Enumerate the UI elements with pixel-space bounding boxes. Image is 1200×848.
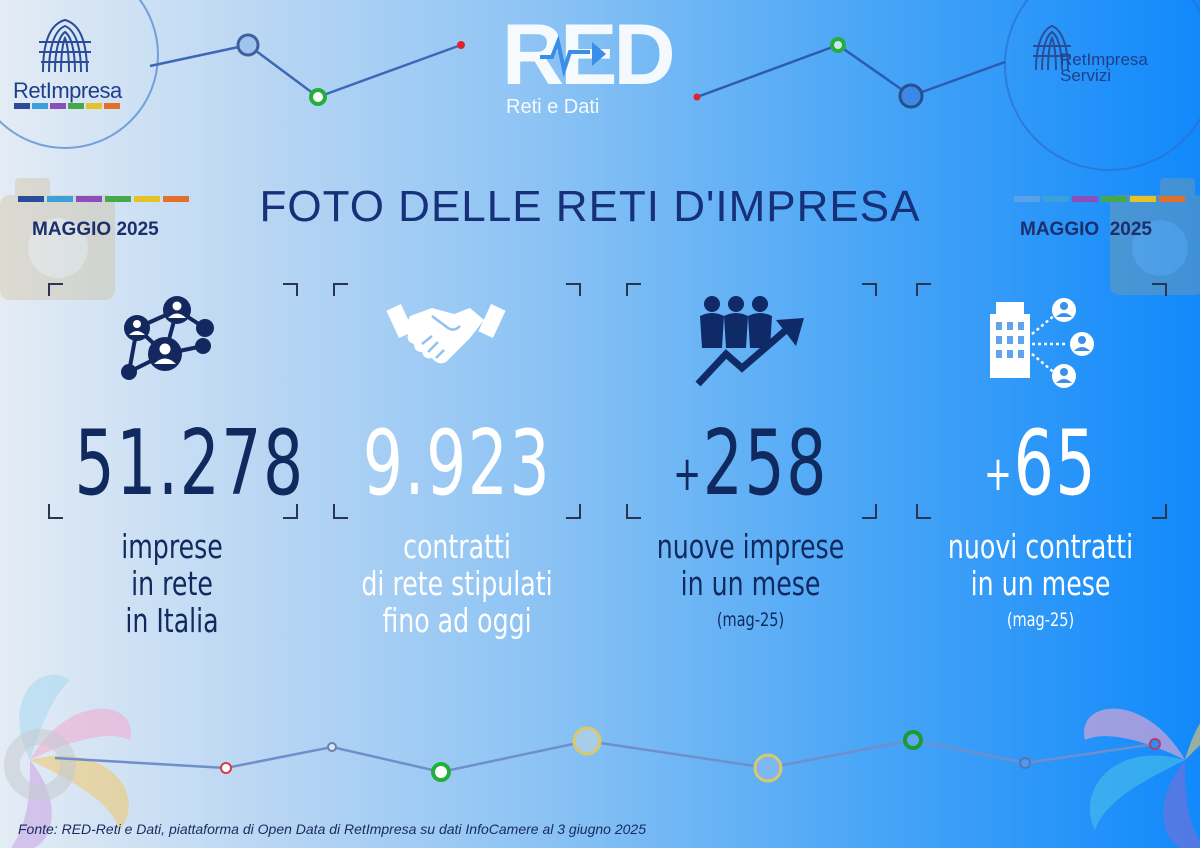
source-note: Fonte: RED-Reti e Dati, piattaforma di O… [18, 821, 646, 837]
decorative-ring-right [1004, 0, 1200, 171]
label-line: in un mese [680, 564, 821, 603]
camera-icon [1110, 178, 1200, 295]
month-label-left: MAGGIO 2025 [32, 219, 159, 240]
label-line: fino ad oggi [382, 601, 532, 640]
stat-value-nuovi-contratti: +65 [943, 414, 1139, 514]
label-line: nuovi contratti [947, 527, 1134, 566]
red-logo-icon: RED [502, 7, 676, 103]
value-prefix: + [672, 446, 703, 502]
label-line: in Italia [125, 601, 219, 640]
color-bars-right [1014, 196, 1185, 202]
value-prefix: + [983, 446, 1014, 502]
svg-text:RED: RED [502, 7, 672, 103]
camera-icon [0, 178, 115, 300]
label-line: contratti [403, 527, 511, 566]
decorative-ring-left [0, 0, 159, 149]
label-line: in rete [131, 564, 213, 603]
retimpresa-color-bars [14, 103, 120, 109]
value-number: 258 [702, 411, 828, 516]
decorative-line-top [149, 33, 1006, 109]
retimpresa-servizi-logo-text: RetImpresa Servizi [1060, 50, 1148, 85]
stat-label-nuove-imprese: nuove imprese in un mese [623, 528, 879, 602]
label-line: imprese [121, 527, 223, 566]
month-label-right: MAGGIO 2025 [1020, 219, 1152, 240]
label-line: nuove imprese [656, 527, 845, 566]
value-number: 65 [1013, 411, 1098, 516]
page-title: FOTO DELLE RETI D'IMPRESA [259, 182, 921, 231]
growth-people-icon [695, 296, 804, 387]
retimpresa-logo-text: RetImpresa [13, 78, 122, 103]
stat-label-imprese: imprese in rete in Italia [66, 528, 279, 639]
color-bars-left [18, 196, 189, 202]
stat-note-nuove-imprese: (mag-25) [716, 609, 785, 631]
red-subtitle: Reti e Dati [506, 96, 600, 118]
retimpresa-servizi-logo-icon [1033, 24, 1071, 71]
network-people-icon [121, 296, 214, 380]
stat-value-nuove-imprese: +258 [653, 414, 849, 514]
stat-value-contratti: 9.923 [362, 411, 552, 516]
label-line: in un mese [970, 564, 1111, 603]
decorative-swirl-left [4, 674, 131, 848]
label-line: di rete stipulati [361, 564, 553, 603]
retimpresa-logo-icon [39, 18, 91, 73]
handshake-icon [386, 304, 506, 364]
stat-value-imprese: 51.278 [74, 411, 305, 516]
decorative-line-bottom [54, 726, 1161, 783]
company-network-icon [990, 298, 1094, 388]
stat-note-nuovi-contratti: (mag-25) [1006, 609, 1075, 631]
stat-label-contratti: contratti di rete stipulati fino ad oggi [330, 528, 585, 639]
stat-label-nuovi-contratti: nuovi contratti in un mese [913, 528, 1169, 602]
